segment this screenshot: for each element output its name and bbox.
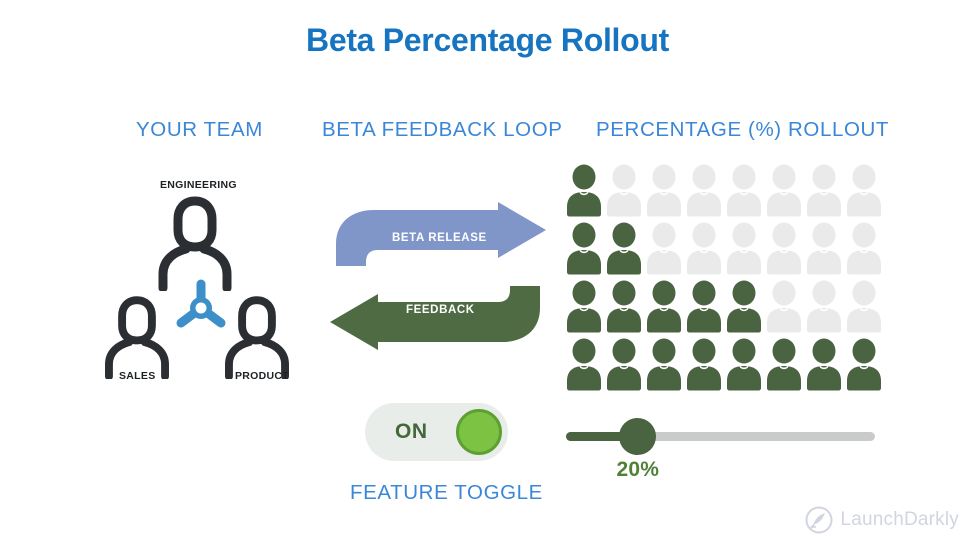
person-icon-active [567, 164, 601, 217]
arrow-label-beta-release: BETA RELEASE [392, 232, 487, 244]
person-icon-active [607, 338, 641, 391]
person-icon-inactive [767, 280, 801, 333]
beta-release-arrow-icon [336, 202, 546, 266]
person-icon-inactive [727, 222, 761, 275]
slider-value-label: 20% [616, 458, 660, 481]
brand-name: LaunchDarkly [840, 509, 959, 530]
percentage-rollout-people-grid [564, 162, 884, 394]
slider-knob[interactable] [619, 418, 657, 455]
team-label-engineering: ENGINEERING [160, 179, 237, 191]
person-outline-sales-icon [105, 296, 169, 379]
person-icon-active [567, 280, 601, 333]
section-header-percentage-rollout: PERCENTAGE (%) ROLLOUT [596, 118, 890, 141]
person-icon-active [687, 280, 721, 333]
person-icon-active [847, 338, 881, 391]
person-icon-inactive [807, 222, 841, 275]
person-icon-active [687, 338, 721, 391]
slider-track[interactable] [566, 432, 875, 441]
slider-track-fill [566, 432, 638, 441]
person-icon-inactive [687, 164, 721, 217]
page-title: Beta Percentage Rollout [306, 22, 669, 58]
person-icon-active [807, 338, 841, 391]
feature-toggle-knob[interactable] [456, 409, 502, 455]
person-icon-active [567, 222, 601, 275]
feature-toggle-switch[interactable]: ON [365, 403, 508, 461]
person-icon-inactive [847, 222, 881, 275]
person-icon-inactive [607, 164, 641, 217]
person-icon-active [647, 280, 681, 333]
brand-watermark: LaunchDarkly [805, 506, 959, 534]
person-icon-inactive [687, 222, 721, 275]
person-icon-active [647, 338, 681, 391]
section-header-beta-feedback-loop: BETA FEEDBACK LOOP [322, 118, 563, 141]
person-icon-active [727, 338, 761, 391]
person-outline-engineering-icon [158, 196, 232, 291]
person-icon-inactive [727, 164, 761, 217]
feedback-arrow-icon [330, 286, 540, 350]
person-icon-active [727, 280, 761, 333]
person-icon-inactive [807, 280, 841, 333]
section-header-your-team: YOUR TEAM [136, 118, 263, 141]
person-icon-inactive [767, 222, 801, 275]
percentage-rollout-slider[interactable]: 20% [566, 418, 875, 481]
person-icon-active [767, 338, 801, 391]
person-icon-active [607, 280, 641, 333]
team-diagram: ENGINEERING SALES PRODUCT [92, 170, 322, 390]
feature-toggle-state-label: ON [395, 420, 428, 443]
person-icon-inactive [847, 164, 881, 217]
person-icon-inactive [847, 280, 881, 333]
beta-feedback-loop-diagram: BETA RELEASE FEEDBACK [322, 200, 554, 352]
team-label-sales: SALES [119, 370, 156, 382]
team-label-product: PRODUCT [235, 370, 290, 382]
person-icon-inactive [647, 164, 681, 217]
connection-hub-icon [176, 279, 226, 328]
person-outline-product-icon [225, 296, 289, 379]
person-icon-inactive [647, 222, 681, 275]
launchdarkly-rocket-icon [805, 506, 833, 534]
person-icon-inactive [807, 164, 841, 217]
person-icon-active [567, 338, 601, 391]
person-icon-inactive [767, 164, 801, 217]
arrow-label-feedback: FEEDBACK [406, 304, 475, 316]
person-icon-active [607, 222, 641, 275]
feature-toggle-caption: FEATURE TOGGLE [350, 481, 543, 504]
